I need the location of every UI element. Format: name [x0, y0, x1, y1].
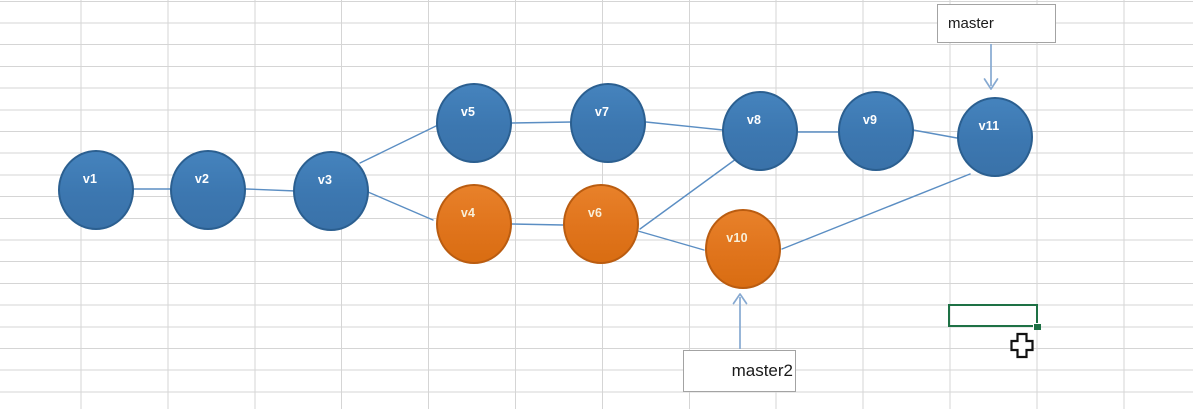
- edge-v9-v11[interactable]: [912, 129, 958, 139]
- node-label-v11: v11: [978, 119, 1000, 133]
- edge-v3-v4[interactable]: [367, 191, 434, 221]
- graph-node-v11[interactable]: v11: [957, 97, 1033, 177]
- graph-node-v6[interactable]: v6: [563, 184, 639, 264]
- node-label-v7: v7: [594, 105, 610, 119]
- node-label-v9: v9: [862, 113, 878, 127]
- callout-arrows: [732, 44, 999, 349]
- node-label-v10: v10: [726, 231, 748, 245]
- graph-node-v5[interactable]: v5: [436, 83, 512, 163]
- fill-handle[interactable]: [1033, 322, 1041, 331]
- graph-node-v9[interactable]: v9: [838, 91, 914, 171]
- master2-arrow[interactable]: [732, 293, 748, 349]
- master2-callout-text: master2: [731, 361, 793, 380]
- edge-v5-v7[interactable]: [511, 121, 573, 124]
- node-label-v4: v4: [460, 206, 476, 220]
- master-arrow[interactable]: [983, 44, 999, 90]
- edge-v4-v6[interactable]: [511, 223, 564, 226]
- edge-v7-v8[interactable]: [645, 121, 724, 131]
- graph-node-v4[interactable]: v4: [436, 184, 512, 264]
- graph-node-v3[interactable]: v3: [293, 151, 369, 231]
- edge-v6-v8[interactable]: [639, 158, 737, 230]
- graph-node-v8[interactable]: v8: [722, 91, 798, 171]
- graph-node-v1[interactable]: v1: [58, 150, 134, 230]
- edge-v6-v10[interactable]: [637, 230, 705, 251]
- node-label-v2: v2: [194, 172, 210, 186]
- node-label-v3: v3: [317, 173, 333, 187]
- graph-node-v7[interactable]: v7: [570, 83, 646, 163]
- node-label-v5: v5: [460, 105, 476, 119]
- master2-callout[interactable]: master2: [683, 350, 796, 392]
- graph-edges: [133, 121, 971, 251]
- master-callout-text: master: [948, 15, 994, 32]
- graph-node-v10[interactable]: v10: [705, 209, 781, 289]
- node-label-v1: v1: [82, 172, 98, 186]
- graph-node-v2[interactable]: v2: [170, 150, 246, 230]
- master-callout[interactable]: master: [937, 4, 1056, 43]
- node-label-v6: v6: [587, 206, 603, 220]
- edge-v3-v5[interactable]: [359, 125, 437, 164]
- edge-v2-v3[interactable]: [245, 188, 297, 192]
- active-cell-selection[interactable]: [947, 303, 1041, 331]
- edge-v10-v11[interactable]: [781, 173, 971, 250]
- node-label-v8: v8: [746, 113, 762, 127]
